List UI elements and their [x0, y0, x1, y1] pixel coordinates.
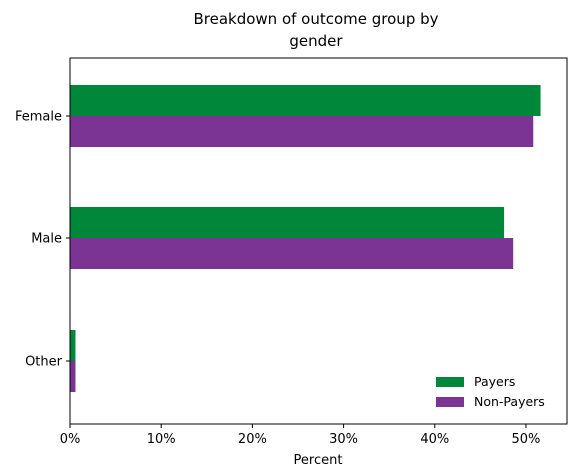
- bar-non-payers-male: [70, 238, 514, 269]
- y-tick-label-male: Male: [31, 232, 62, 247]
- plot-area: Female Male Other 0% 10% 20% 30% 40% 50%: [15, 85, 541, 447]
- chart-title-line-1: Breakdown of outcome group by: [193, 10, 438, 28]
- axes-frame: [69, 57, 568, 425]
- bar-payers-female: [70, 85, 541, 116]
- bar-payers-male: [70, 207, 505, 238]
- bar-non-payers-other: [70, 361, 76, 392]
- y-tick-label-female: Female: [15, 110, 62, 125]
- legend-label-non-payers: Non-Payers: [474, 394, 545, 409]
- legend: Payers Non-Payers: [436, 374, 545, 409]
- legend-swatch-payers: [436, 377, 464, 387]
- x-tick-label: 0%: [60, 432, 81, 447]
- x-tick-label: 40%: [420, 432, 449, 447]
- x-axis-label: Percent: [294, 453, 343, 468]
- y-tick-label-other: Other: [25, 355, 63, 370]
- bar-non-payers-female: [70, 116, 534, 147]
- x-tick-label: 50%: [512, 432, 541, 447]
- x-tick-label: 10%: [147, 432, 176, 447]
- x-tick-label: 20%: [238, 432, 267, 447]
- chart-title-line-2: gender: [289, 32, 343, 50]
- bar-payers-other: [70, 330, 76, 361]
- legend-swatch-non-payers: [436, 397, 464, 407]
- legend-label-payers: Payers: [474, 374, 515, 389]
- x-tick-label: 30%: [329, 432, 358, 447]
